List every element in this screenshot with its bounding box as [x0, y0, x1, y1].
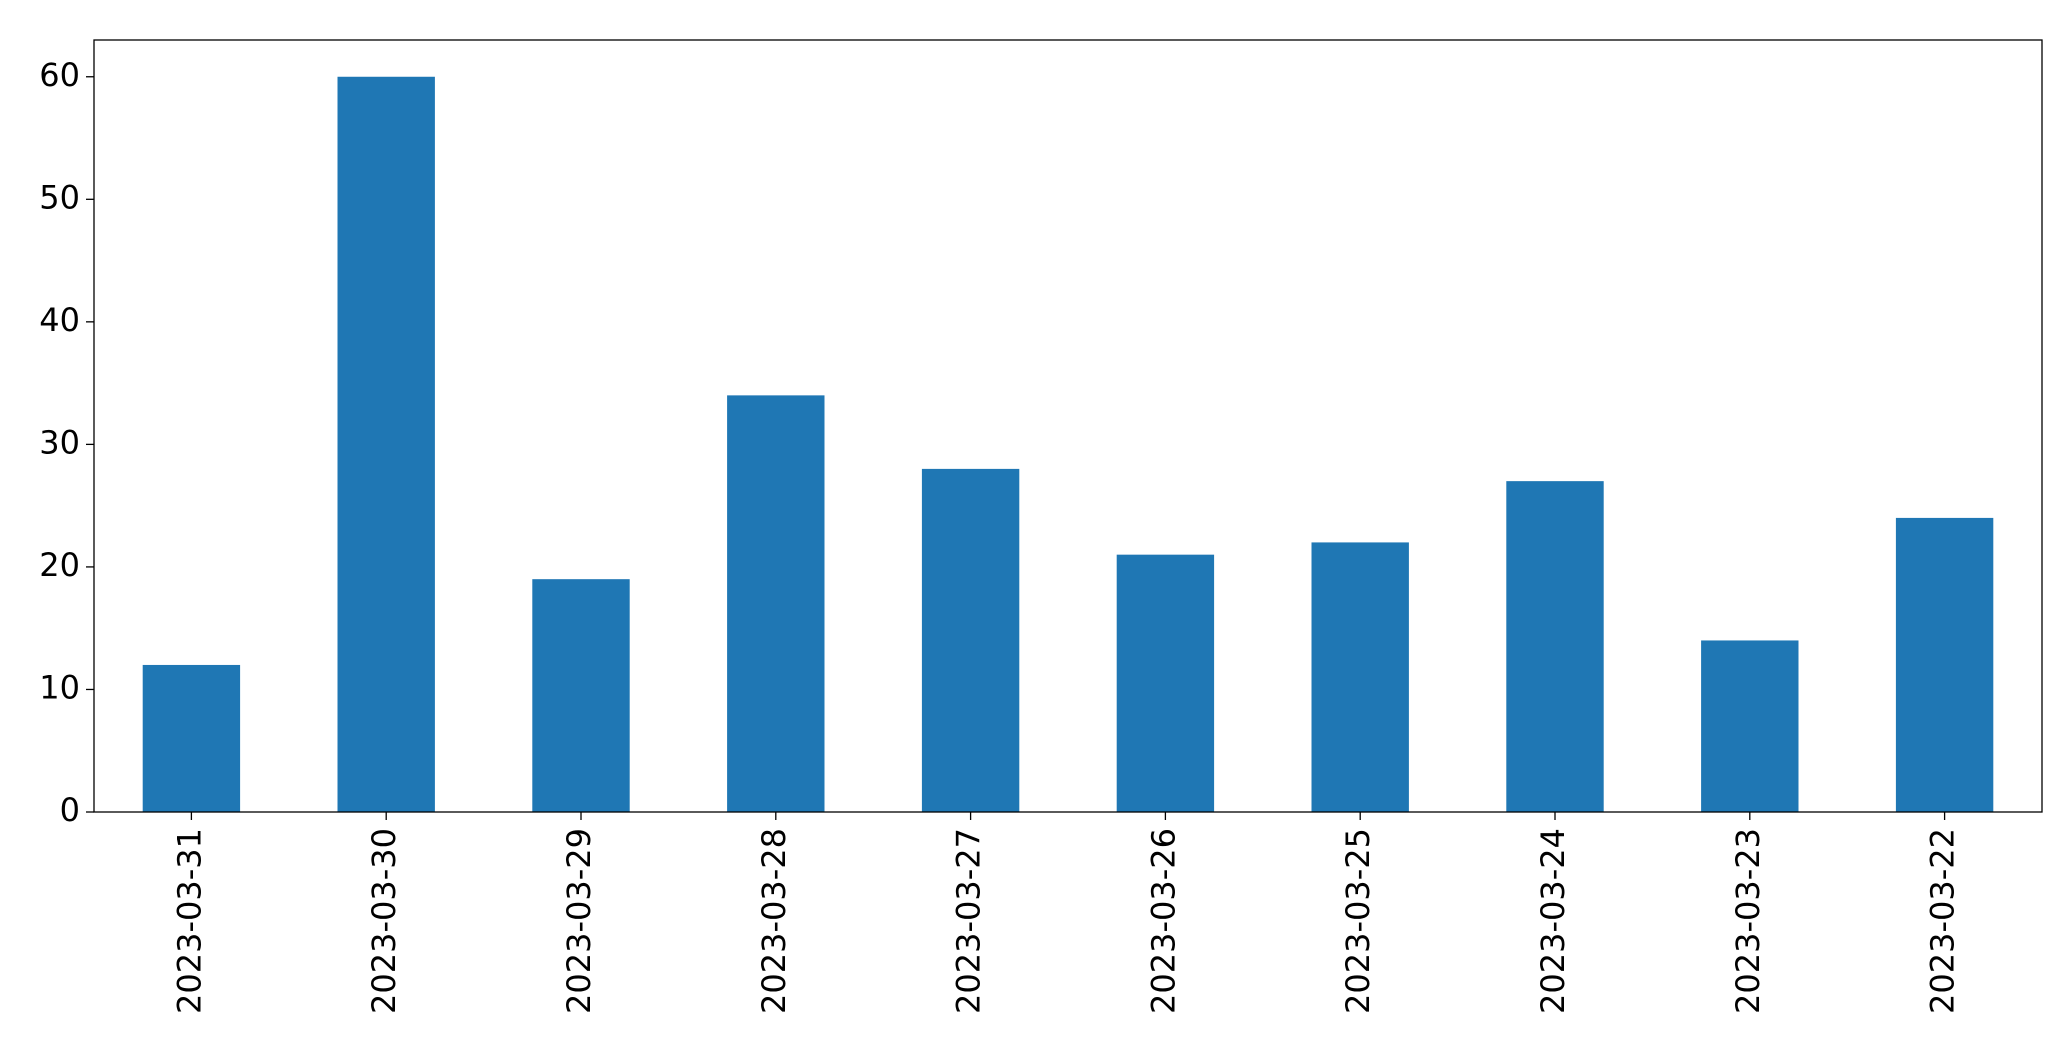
x-tick-label: 2023-03-22	[1924, 828, 1962, 1014]
x-tick-label: 2023-03-28	[755, 828, 793, 1014]
x-tick-label: 2023-03-25	[1339, 828, 1377, 1014]
x-tick-label: 2023-03-24	[1534, 828, 1572, 1014]
bar	[921, 468, 1020, 812]
y-tick-label: 0	[60, 791, 80, 829]
y-tick-label: 20	[39, 546, 80, 584]
x-tick-label: 2023-03-26	[1144, 828, 1182, 1014]
bar	[727, 395, 825, 812]
bar	[1895, 517, 1994, 812]
bar	[337, 76, 435, 812]
x-tick-label: 2023-03-30	[365, 828, 403, 1014]
x-tick-label: 2023-03-29	[560, 828, 598, 1014]
bar	[1116, 554, 1215, 812]
y-tick-label: 50	[39, 178, 80, 216]
bar	[1506, 481, 1604, 812]
bar	[142, 664, 241, 812]
y-tick-label: 40	[39, 301, 80, 339]
bar	[1701, 640, 1799, 812]
y-tick-label: 30	[39, 423, 80, 461]
bar	[532, 579, 630, 812]
x-tick-label: 2023-03-23	[1729, 828, 1767, 1014]
plot-frame	[93, 39, 2043, 813]
x-tick-label: 2023-03-31	[170, 828, 208, 1014]
y-tick-label: 60	[39, 56, 80, 94]
bar	[1311, 542, 1409, 812]
y-tick-label: 10	[39, 668, 80, 706]
x-tick-label: 2023-03-27	[950, 828, 988, 1014]
